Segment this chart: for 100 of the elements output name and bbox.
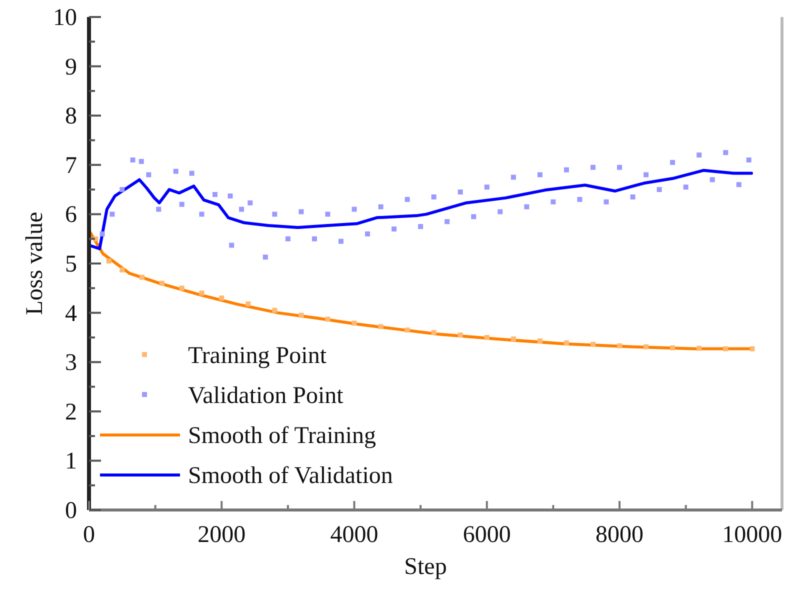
point xyxy=(262,254,268,260)
point xyxy=(404,196,410,202)
point xyxy=(156,206,162,212)
point xyxy=(644,344,649,350)
y-tick-label: 10 xyxy=(53,5,77,31)
point xyxy=(378,324,384,330)
point xyxy=(656,187,662,192)
point xyxy=(471,214,476,220)
legend-label: Validation Point xyxy=(188,383,344,409)
point xyxy=(325,212,330,217)
y-tick-label: 4 xyxy=(65,300,77,327)
point xyxy=(338,238,344,244)
point xyxy=(590,342,596,347)
point xyxy=(239,206,244,212)
x-tick-label: 6000 xyxy=(462,522,511,548)
point xyxy=(444,219,450,224)
point xyxy=(670,345,676,350)
x-tick-label: 2000 xyxy=(198,522,246,548)
point xyxy=(750,346,755,352)
point xyxy=(352,206,357,212)
point xyxy=(670,160,676,165)
point xyxy=(228,193,233,198)
point xyxy=(138,158,144,164)
x-tick-label: 0 xyxy=(83,522,95,548)
point xyxy=(173,168,178,174)
y-tick-label: 8 xyxy=(65,104,77,130)
point xyxy=(484,334,490,340)
point xyxy=(312,236,317,242)
y-axis-title: Loss value xyxy=(22,212,48,316)
point xyxy=(590,164,596,170)
x-tick-label: 10000 xyxy=(722,522,782,548)
y-tick-label: 5 xyxy=(65,252,77,278)
point xyxy=(696,152,702,158)
point xyxy=(378,204,384,210)
point xyxy=(106,258,112,264)
point xyxy=(146,172,152,178)
point xyxy=(212,192,218,197)
point xyxy=(696,346,702,351)
y-tick-label: 7 xyxy=(65,152,77,179)
point xyxy=(630,194,636,200)
point xyxy=(577,196,582,202)
point xyxy=(564,340,569,346)
point xyxy=(140,274,145,280)
point xyxy=(617,343,622,348)
point xyxy=(272,308,278,313)
point xyxy=(604,199,609,204)
point xyxy=(325,316,330,322)
point xyxy=(229,242,234,248)
y-tick-label: 2 xyxy=(65,399,77,426)
point xyxy=(431,194,436,200)
y-tick-label: 1 xyxy=(65,448,77,475)
legend-label: Smooth of Training xyxy=(188,423,376,449)
point xyxy=(458,332,463,338)
point xyxy=(159,280,164,286)
point xyxy=(298,312,304,318)
point xyxy=(510,336,516,342)
x-tick-label: 8000 xyxy=(596,522,644,548)
point xyxy=(723,150,728,156)
point xyxy=(550,199,556,204)
point xyxy=(246,301,251,306)
point xyxy=(746,157,752,162)
point xyxy=(130,157,136,162)
x-axis-title: Step xyxy=(404,554,447,580)
point xyxy=(431,330,436,336)
point xyxy=(484,184,490,190)
point xyxy=(248,200,253,206)
y-tick-label: 6 xyxy=(65,202,77,228)
point xyxy=(189,170,194,176)
point xyxy=(418,224,424,230)
legend-label: Smooth of Validation xyxy=(188,463,393,489)
point xyxy=(100,231,105,236)
point xyxy=(458,190,463,195)
point xyxy=(644,172,649,178)
point xyxy=(723,346,728,352)
x-tick-label: 4000 xyxy=(330,522,378,548)
point xyxy=(179,286,184,291)
point xyxy=(498,209,503,214)
point xyxy=(110,212,115,217)
point xyxy=(120,187,125,192)
point xyxy=(199,212,204,217)
point xyxy=(219,296,224,301)
y-tick-label: 0 xyxy=(65,498,77,524)
point xyxy=(537,338,542,344)
point xyxy=(524,204,530,210)
point xyxy=(285,236,290,242)
point xyxy=(736,182,742,188)
point xyxy=(199,290,204,296)
point xyxy=(404,328,410,333)
legend-label: Training Point xyxy=(188,343,327,369)
point xyxy=(365,231,370,236)
point xyxy=(617,164,622,170)
point xyxy=(298,209,304,214)
point xyxy=(392,226,397,232)
point xyxy=(683,184,688,190)
point xyxy=(537,172,542,178)
point xyxy=(510,174,516,180)
point xyxy=(272,212,278,217)
point xyxy=(352,320,357,326)
point xyxy=(564,167,569,172)
y-tick-label: 3 xyxy=(65,350,77,376)
